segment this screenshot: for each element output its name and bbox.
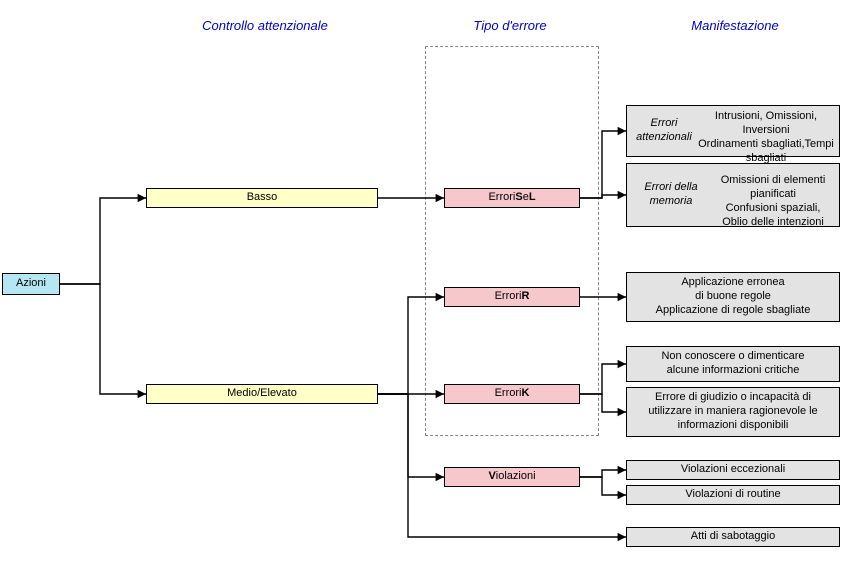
header-controllo: Controllo attenzionale (165, 18, 365, 33)
node-errori-memoria: Errori della memoriaOmissioni di element… (626, 163, 840, 227)
node-errori-attenzionali: Errori attenzionaliIntrusioni, Omissioni… (626, 105, 840, 157)
header-tipo-text: Tipo d'errore (473, 18, 546, 33)
header-manifestazione: Manifestazione (640, 18, 830, 33)
node-violazioni: Violazioni (444, 467, 580, 487)
header-tipo: Tipo d'errore (445, 18, 575, 33)
tipo-errore-group-box (425, 46, 599, 436)
node-medio-elevato: Medio/Elevato (146, 384, 378, 404)
node-errori-k: Errori K (444, 384, 580, 404)
node-applicazione-erronea: Applicazione erroneadi buone regoleAppli… (626, 272, 840, 322)
header-manifestazione-text: Manifestazione (691, 18, 778, 33)
node-errori-s-l: Errori S e L (444, 188, 580, 208)
node-azioni: Azioni (2, 273, 60, 295)
node-atti-sabotaggio: Atti di sabotaggio (626, 527, 840, 547)
node-errore-giudizio: Errore di giudizio o incapacità diutiliz… (626, 387, 840, 437)
node-basso: Basso (146, 188, 378, 208)
node-errori-r: Errori R (444, 287, 580, 307)
node-violazioni-routine: Violazioni di routine (626, 485, 840, 505)
header-controllo-text: Controllo attenzionale (202, 18, 328, 33)
node-violazioni-eccezionali: Violazioni eccezionali (626, 460, 840, 480)
node-non-conoscere: Non conoscere o dimenticarealcune inform… (626, 346, 840, 382)
